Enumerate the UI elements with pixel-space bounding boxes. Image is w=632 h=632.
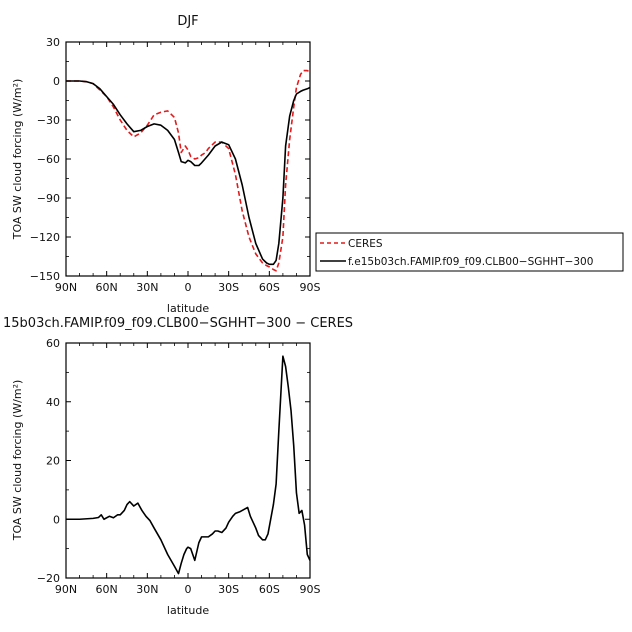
panel-top: DJF 90N 60N 30N 0 30S 60S 90S 30 0 −30 −60 −90 −120…	[11, 14, 321, 315]
y-axis-label: TOA SW cloud forcing (W/m²)	[11, 79, 24, 241]
x-tick-label: 30S	[218, 281, 239, 294]
series-line-model	[66, 80, 311, 266]
y-tick-label: 0	[53, 513, 60, 526]
y-tick-labels: 30 0 −30 −60 −90 −120 −150	[30, 36, 60, 283]
y-tick-label: −150	[30, 270, 60, 283]
x-tick-labels: 90N 60N 30N 0 30S 60S 90S	[55, 281, 321, 294]
x-tick-label: 90S	[300, 281, 321, 294]
x-tick-label: 60N	[96, 583, 118, 596]
x-tick-label: 0	[185, 281, 192, 294]
x-tick-label: 90S	[300, 583, 321, 596]
x-axis-label: latitude	[167, 604, 209, 617]
x-tick-label: 90N	[55, 583, 77, 596]
y-axis-label: TOA SW cloud forcing (W/m²)	[11, 380, 24, 542]
series-lines	[66, 69, 311, 272]
series-line-ceres	[66, 69, 311, 272]
x-tick-label: 60S	[259, 583, 280, 596]
x-tick-label: 30N	[136, 281, 158, 294]
axis-ticks	[65, 342, 311, 579]
x-tick-label: 90N	[55, 281, 77, 294]
x-tick-label: 30N	[136, 583, 158, 596]
legend: CERES f.e15b03ch.FAMIP.f09_f09.CLB00−SGH…	[315, 232, 624, 272]
panel-bottom: 15b03ch.FAMIP.f09_f09.CLB00−SGHHT−300 − …	[3, 316, 353, 617]
series-lines	[66, 355, 311, 575]
x-tick-label: 60N	[96, 281, 118, 294]
y-tick-label: −30	[37, 114, 60, 127]
chart-title: 15b03ch.FAMIP.f09_f09.CLB00−SGHHT−300 − …	[3, 316, 353, 331]
legend-label-ceres: CERES	[348, 238, 383, 250]
chart-title: DJF	[177, 14, 198, 29]
axis-ticks	[65, 41, 311, 277]
y-tick-label: 0	[53, 75, 60, 88]
y-tick-label: −20	[37, 572, 60, 585]
plot-frame	[65, 342, 311, 579]
y-tick-label: −120	[30, 231, 60, 244]
x-tick-label: 30S	[218, 583, 239, 596]
y-tick-label: 20	[46, 455, 60, 468]
x-tick-labels: 90N 60N 30N 0 30S 60S 90S	[55, 583, 321, 596]
y-tick-label: 60	[46, 337, 60, 350]
y-tick-labels: 60 40 20 0 −20	[37, 337, 60, 585]
legend-label-model: f.e15b03ch.FAMIP.f09_f09.CLB00−SGHHT−300	[348, 256, 593, 268]
series-line-difference	[66, 355, 311, 575]
x-tick-label: 60S	[259, 281, 280, 294]
y-tick-label: −60	[37, 153, 60, 166]
y-tick-label: −90	[37, 192, 60, 205]
x-axis-label: latitude	[167, 302, 209, 315]
y-tick-label: 30	[46, 36, 60, 49]
y-tick-label: 40	[46, 396, 60, 409]
plot-frame	[65, 41, 311, 277]
legend-box	[315, 232, 624, 272]
x-tick-label: 0	[185, 583, 192, 596]
